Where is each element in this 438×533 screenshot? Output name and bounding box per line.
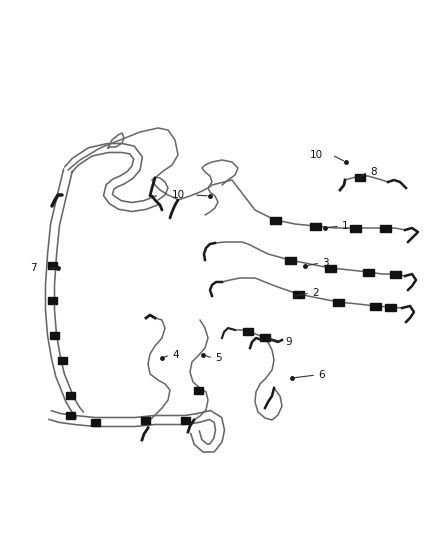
Bar <box>47 262 57 269</box>
Text: 3: 3 <box>322 258 328 268</box>
Text: 10: 10 <box>172 190 185 200</box>
Text: 2: 2 <box>312 288 318 298</box>
Text: 7: 7 <box>30 263 37 273</box>
Bar <box>389 271 400 278</box>
Bar <box>47 296 57 303</box>
Bar <box>325 264 336 271</box>
Bar <box>363 269 374 276</box>
Bar <box>180 416 190 424</box>
Bar <box>49 332 59 338</box>
Bar <box>385 303 396 311</box>
Bar <box>57 357 67 364</box>
Text: 5: 5 <box>215 353 222 363</box>
Bar <box>285 256 296 263</box>
Bar <box>66 411 74 418</box>
Text: 6: 6 <box>318 370 325 380</box>
Text: 10: 10 <box>310 150 323 160</box>
Bar <box>141 416 149 424</box>
Text: 4: 4 <box>172 350 179 360</box>
Bar <box>91 418 99 425</box>
Bar <box>260 334 270 341</box>
Bar <box>355 174 365 181</box>
Bar <box>293 290 304 297</box>
Bar <box>194 386 202 393</box>
Bar <box>350 224 360 231</box>
Text: 1: 1 <box>342 221 349 231</box>
Bar <box>310 222 321 230</box>
Bar <box>370 303 381 310</box>
Text: 9: 9 <box>285 337 292 347</box>
Text: 8: 8 <box>370 167 377 177</box>
Bar <box>66 392 74 399</box>
Bar <box>332 298 343 305</box>
Bar <box>379 224 391 231</box>
Bar <box>269 216 280 223</box>
Bar <box>243 327 253 335</box>
